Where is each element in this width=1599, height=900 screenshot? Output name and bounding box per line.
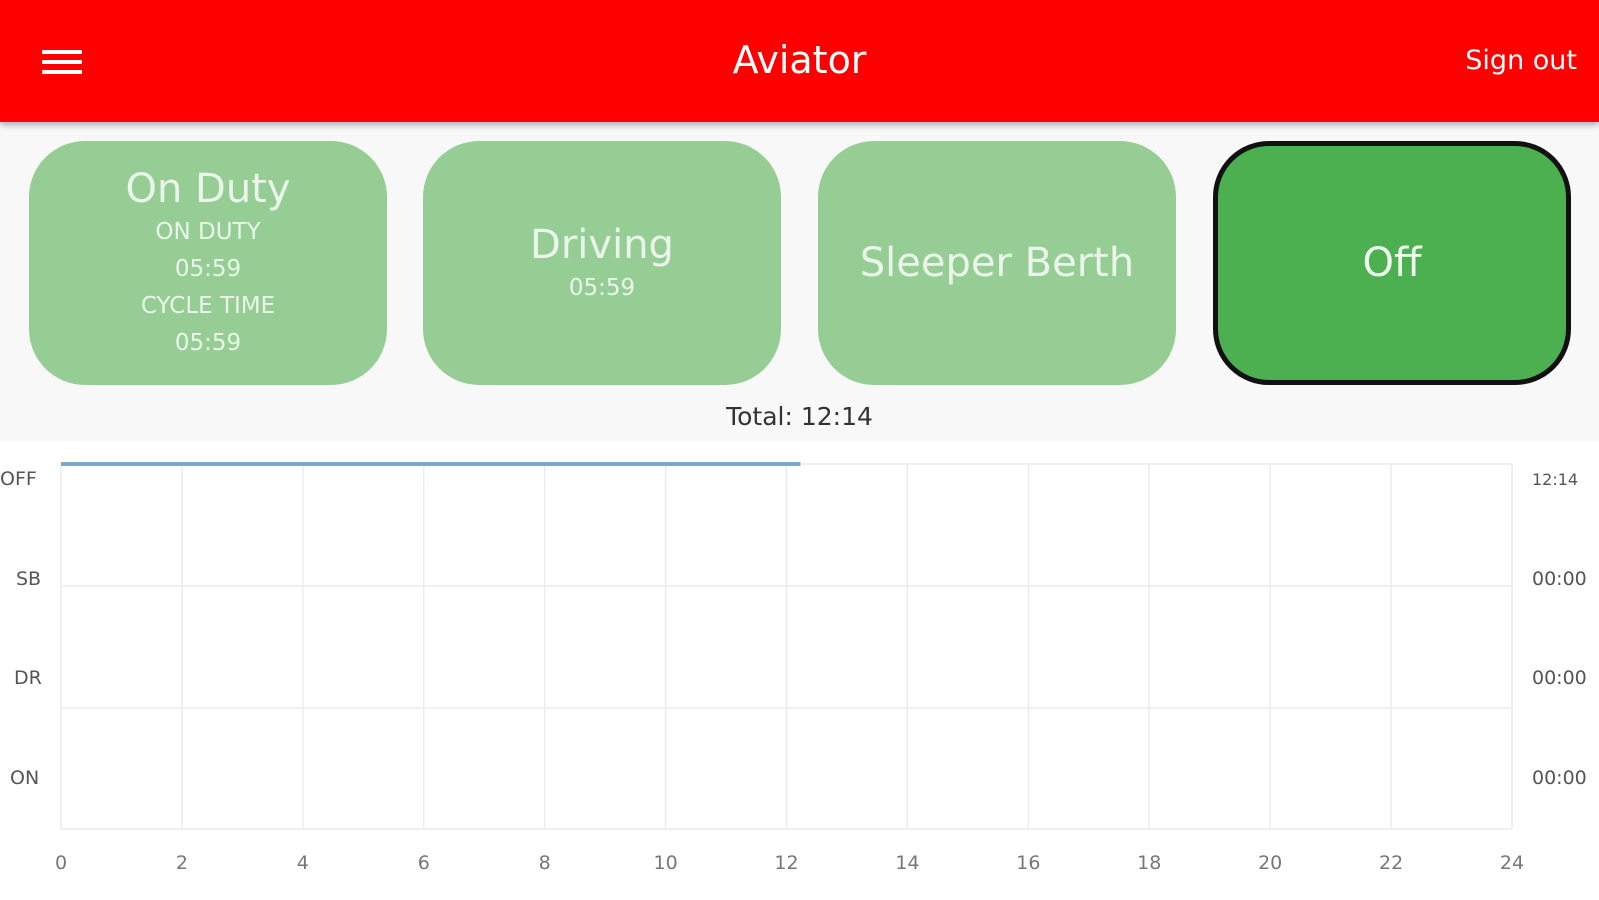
x-tick-label: 20 <box>1258 852 1283 874</box>
right-label-sb: 00:00 <box>1532 568 1587 590</box>
y-label-dr: DR <box>14 667 42 689</box>
status-panel: On Duty ON DUTY 05:59 CYCLE TIME 05:59 D… <box>0 122 1599 441</box>
driving-button[interactable]: Driving 05:59 <box>423 141 781 385</box>
x-tick-label: 6 <box>417 852 430 874</box>
on-duty-label: On Duty <box>125 166 291 212</box>
x-tick-label: 14 <box>895 852 920 874</box>
x-tick-label: 8 <box>538 852 551 874</box>
x-tick-label: 0 <box>54 852 68 874</box>
cycle-time-value: 05:59 <box>174 330 242 356</box>
app-header: Aviator Sign out <box>0 0 1599 122</box>
x-tick-label: 18 <box>1137 852 1162 874</box>
total-time: Total: 12:14 <box>726 402 873 431</box>
y-label-off: OFF <box>0 468 37 490</box>
on-duty-time: 05:59 <box>174 256 242 282</box>
sleeper-berth-button[interactable]: Sleeper Berth <box>818 141 1176 385</box>
right-label-dr: 00:00 <box>1532 667 1587 689</box>
on-duty-button[interactable]: On Duty ON DUTY 05:59 CYCLE TIME 05:59 <box>29 141 387 385</box>
on-duty-sub-label: ON DUTY <box>155 219 261 245</box>
cycle-time-label: CYCLE TIME <box>140 293 276 319</box>
right-label-on: 00:00 <box>1532 767 1587 789</box>
x-tick-label: 12 <box>774 852 799 874</box>
x-tick-label: 16 <box>1016 852 1041 874</box>
x-tick-label: 10 <box>653 852 678 874</box>
driving-label: Driving <box>530 221 674 268</box>
x-tick-label: 22 <box>1378 852 1404 874</box>
sign-out-link[interactable]: Sign out <box>1465 45 1577 76</box>
x-tick-label: 2 <box>175 852 188 874</box>
driving-time: 05:59 <box>568 274 636 301</box>
right-label-off: 12:14 <box>1532 470 1579 489</box>
off-button[interactable]: Off <box>1213 141 1571 385</box>
y-label-on: ON <box>10 767 40 789</box>
y-label-sb: SB <box>16 568 42 590</box>
hamburger-menu-icon[interactable] <box>42 50 82 78</box>
x-tick-label: 24 <box>1499 852 1525 874</box>
off-label: Off <box>1362 240 1422 286</box>
app-title: Aviator <box>732 38 867 82</box>
x-tick-label: 4 <box>296 852 309 874</box>
sleeper-berth-label: Sleeper Berth <box>859 240 1135 286</box>
